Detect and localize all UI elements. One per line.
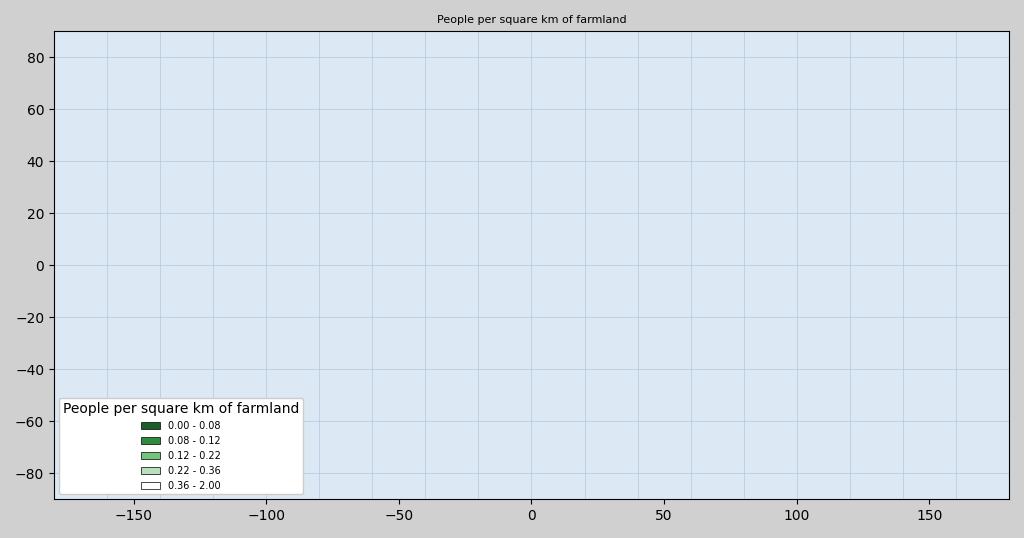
Title: People per square km of farmland: People per square km of farmland [436,15,627,25]
Legend: 0.00 - 0.08, 0.08 - 0.12, 0.12 - 0.22, 0.22 - 0.36, 0.36 - 2.00: 0.00 - 0.08, 0.08 - 0.12, 0.12 - 0.22, 0… [58,398,303,494]
